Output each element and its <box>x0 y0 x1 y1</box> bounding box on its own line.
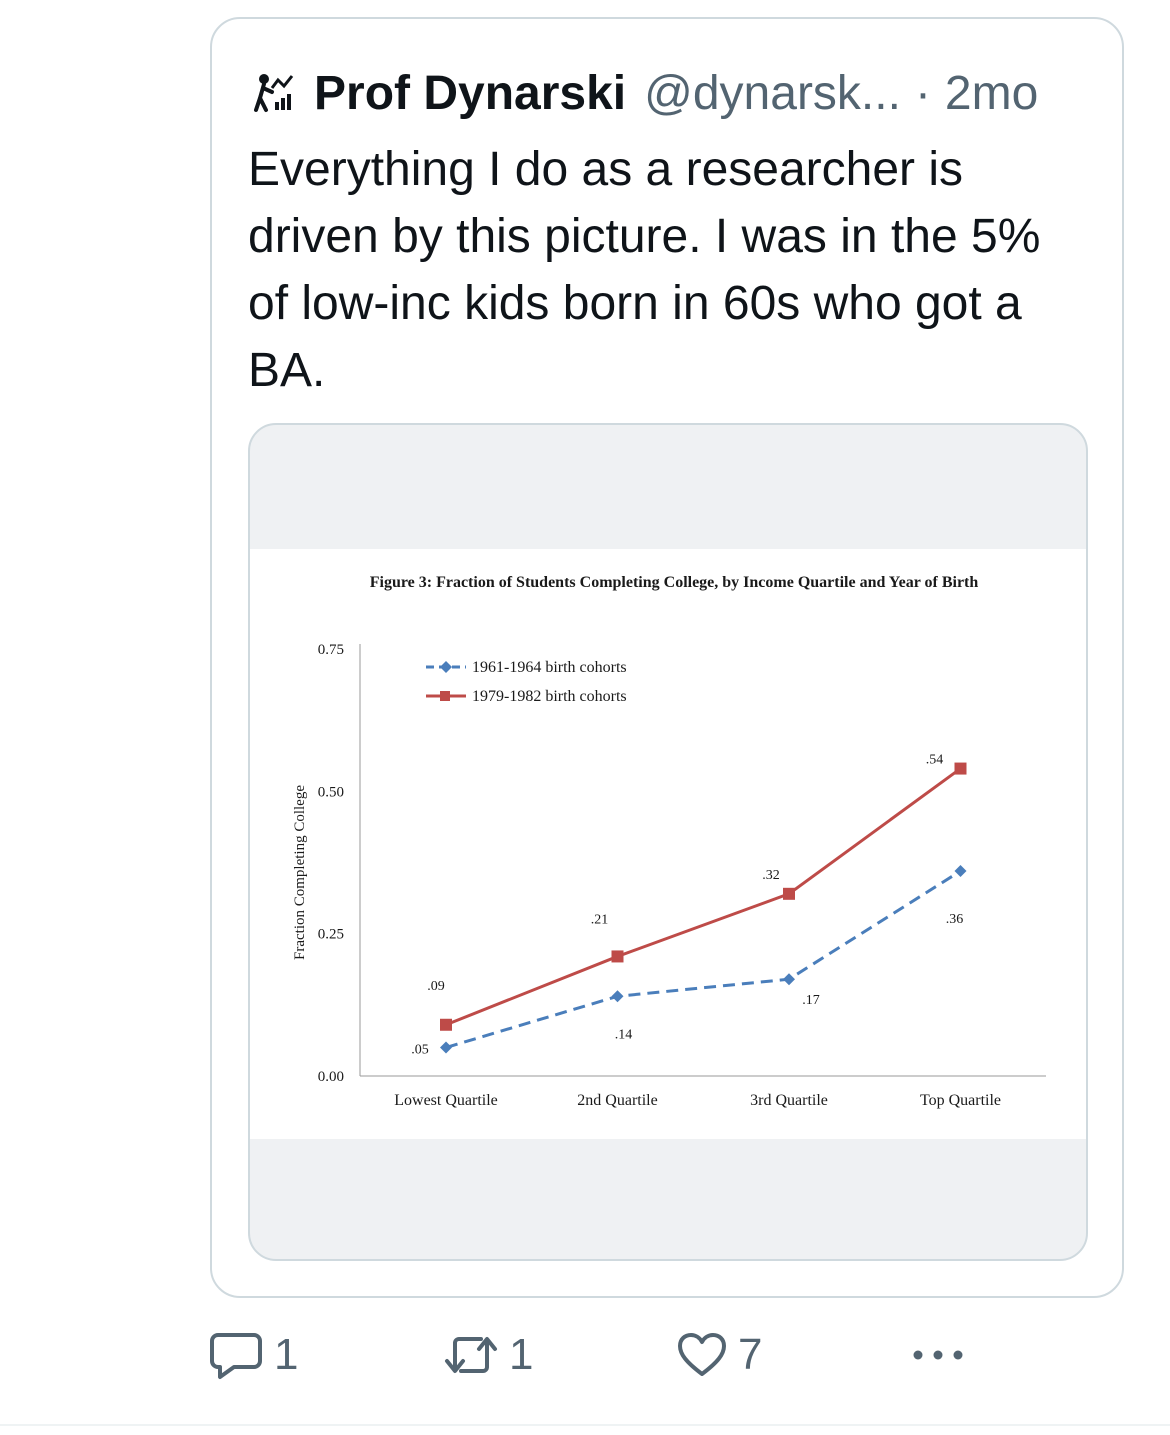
data-label: .32 <box>762 868 780 883</box>
y-tick-label: 0.50 <box>318 784 344 800</box>
y-axis-label: Fraction Completing College <box>292 785 308 960</box>
data-point <box>954 762 967 775</box>
avatar[interactable] <box>248 68 298 118</box>
x-tick-label: 3rd Quartile <box>750 1092 828 1109</box>
reply-count: 1 <box>274 1330 299 1379</box>
chart-person-icon <box>254 74 294 112</box>
data-label: .14 <box>615 1027 633 1042</box>
line-chart: Figure 3: Fraction of Students Completin… <box>292 574 1046 1109</box>
data-point <box>611 990 624 1003</box>
data-label: .09 <box>427 979 445 994</box>
reply-button[interactable]: 1 <box>208 1328 298 1382</box>
heart-icon <box>678 1333 726 1376</box>
reply-icon <box>210 1333 262 1379</box>
quoted-tweet-card[interactable]: Prof Dynarski @dynarsk... · 2mo Everythi… <box>210 17 1124 1298</box>
like-count: 7 <box>738 1330 763 1379</box>
separator-dot: · <box>914 66 931 120</box>
x-tick-label: Lowest Quartile <box>394 1092 498 1109</box>
data-point <box>440 1018 452 1031</box>
like-button[interactable]: 7 <box>676 1328 762 1382</box>
x-tick-label: Top Quartile <box>920 1092 1001 1109</box>
series-line-2 <box>445 767 962 1027</box>
chart-title: Figure 3: Fraction of Students Completin… <box>370 574 979 591</box>
post-time[interactable]: 2mo <box>944 66 1039 120</box>
x-tick-label: 2nd Quartile <box>577 1092 657 1109</box>
divider <box>0 1424 1170 1426</box>
data-label: .05 <box>411 1043 429 1058</box>
data-point <box>611 950 624 963</box>
data-label: .36 <box>946 912 964 927</box>
legend-label: 1979-1982 birth cohorts <box>472 688 627 705</box>
legend-marker <box>440 691 450 701</box>
chart-figure: Figure 3: Fraction of Students Completin… <box>250 549 1086 1139</box>
data-point <box>783 887 795 900</box>
series-line-1 <box>445 869 962 1049</box>
media-image[interactable]: Figure 3: Fraction of Students Completin… <box>248 423 1088 1261</box>
retweet-button[interactable]: 1 <box>443 1328 533 1382</box>
legend-label: 1961-1964 birth cohorts <box>472 659 627 676</box>
more-button[interactable] <box>910 1328 976 1382</box>
tweet-text: Everything I do as a researcher is drive… <box>248 143 1041 397</box>
data-point <box>783 973 795 986</box>
author-handle[interactable]: @dynarsk... <box>644 66 901 120</box>
retweet-icon <box>445 1337 497 1373</box>
retweet-count: 1 <box>509 1330 534 1379</box>
data-label: .21 <box>591 912 609 927</box>
y-tick-label: 0.75 <box>318 642 344 658</box>
y-tick-label: 0.25 <box>318 927 344 943</box>
action-bar: 1 1 7 <box>0 1320 1170 1390</box>
y-tick-label: 0.00 <box>318 1069 344 1085</box>
data-label: .17 <box>802 993 820 1008</box>
author-row[interactable]: Prof Dynarski @dynarsk... · 2mo <box>248 63 1038 123</box>
data-point <box>440 1041 452 1054</box>
legend-marker <box>440 661 452 673</box>
data-label: .54 <box>926 753 944 768</box>
data-point <box>954 865 967 878</box>
more-icon <box>913 1350 963 1360</box>
author-name[interactable]: Prof Dynarski <box>314 66 627 120</box>
